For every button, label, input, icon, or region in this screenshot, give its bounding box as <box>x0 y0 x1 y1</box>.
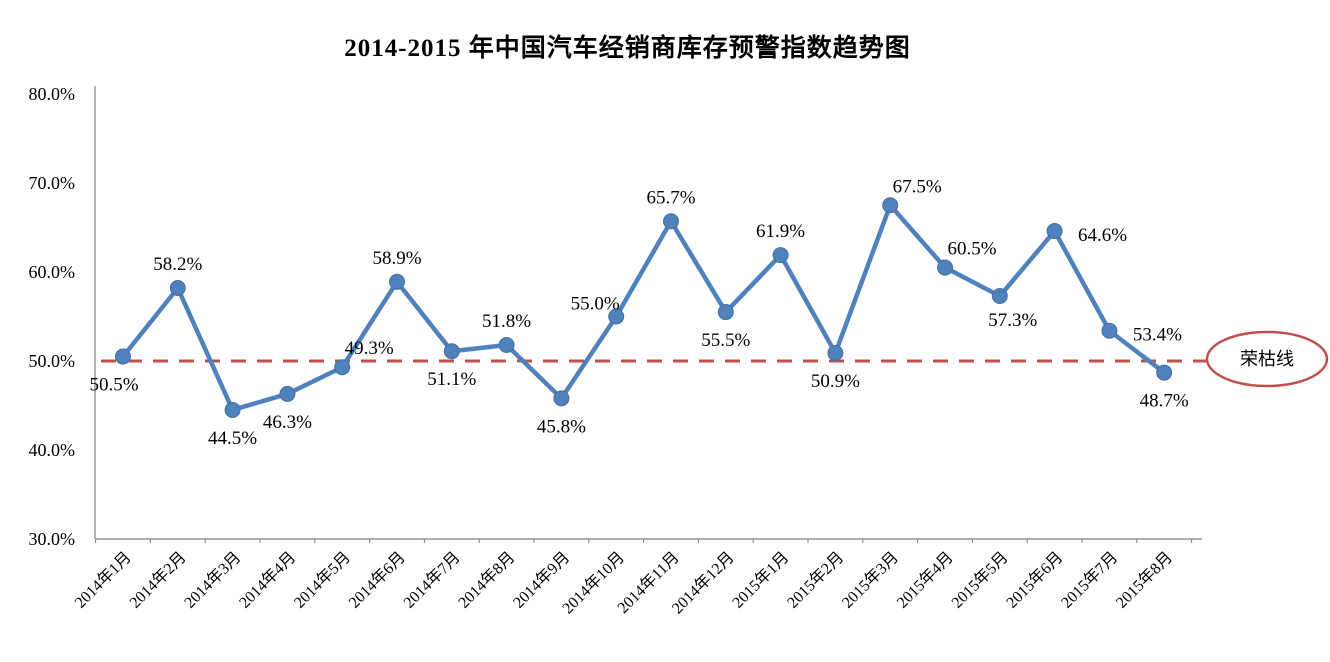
data-point-label: 58.2% <box>153 254 202 275</box>
data-point-marker <box>389 273 405 290</box>
x-tick-label: 2015年8月 <box>1112 548 1176 612</box>
chart-title: 2014-2015 年中国汽车经销商库存预警指数趋势图 <box>344 35 911 62</box>
data-point-marker <box>224 401 241 418</box>
data-point-marker <box>279 385 296 402</box>
data-point-marker <box>663 213 679 230</box>
x-tick-label: 2015年2月 <box>784 548 848 612</box>
data-point-label: 65.7% <box>646 187 695 208</box>
data-series-line <box>120 203 1167 413</box>
y-tick-label: 80.0% <box>29 84 76 104</box>
reference-line-label: 荣枯线 <box>1240 349 1294 369</box>
data-point-label: 55.5% <box>701 330 750 351</box>
data-point-marker <box>937 259 953 276</box>
y-tick-label: 50.0% <box>29 351 76 371</box>
data-point-marker <box>443 343 460 360</box>
data-point-marker <box>1156 364 1173 381</box>
x-tick-label: 2014年8月 <box>455 548 519 612</box>
x-tick-label: 2014年4月 <box>236 548 300 612</box>
data-point-label: 48.7% <box>1140 391 1189 412</box>
data-point-marker <box>1046 223 1063 240</box>
data-point-marker <box>882 197 899 214</box>
data-point-marker <box>334 359 351 376</box>
data-point-label: 57.3% <box>988 310 1037 331</box>
data-point-label: 50.9% <box>811 371 860 392</box>
data-point-marker <box>1101 322 1118 339</box>
data-point-marker <box>169 280 186 297</box>
x-tick-label: 2014年3月 <box>181 548 245 612</box>
data-point-label: 53.4% <box>1133 325 1182 346</box>
x-tick-label: 2014年2月 <box>126 548 190 612</box>
data-point-label: 46.3% <box>263 412 312 433</box>
data-point-marker <box>608 308 625 325</box>
data-point-label: 67.5% <box>893 176 942 197</box>
data-point-label: 58.9% <box>372 248 421 269</box>
reference-line-badge <box>1205 330 1329 388</box>
x-tick-label: 2015年4月 <box>893 548 957 612</box>
data-point-marker <box>772 247 789 264</box>
data-point-label: 44.5% <box>208 428 257 449</box>
data-point-marker <box>115 348 131 365</box>
x-tick-label: 2015年7月 <box>1058 548 1122 612</box>
data-point-label: 51.1% <box>427 369 476 390</box>
x-tick-label: 2015年1月 <box>729 548 793 612</box>
data-point-label: 64.6% <box>1078 225 1127 246</box>
data-point-label: 49.3% <box>345 338 394 359</box>
data-point-marker <box>498 336 515 353</box>
x-tick-label: 2014年5月 <box>290 548 354 612</box>
data-point-marker <box>827 344 844 361</box>
x-tick-label: 2014年1月 <box>71 548 135 612</box>
x-tick-label: 2014年7月 <box>400 548 464 612</box>
data-point-label: 50.5% <box>89 375 138 396</box>
data-point-marker <box>553 390 570 407</box>
x-tick-label: 2015年6月 <box>1003 548 1067 612</box>
data-point-label: 51.8% <box>482 311 531 332</box>
x-tick-label: 2015年3月 <box>838 548 902 612</box>
data-point-label: 61.9% <box>756 221 805 242</box>
data-point-label: 45.8% <box>537 416 586 437</box>
x-tick-label: 2015年5月 <box>948 548 1012 612</box>
y-tick-label: 60.0% <box>29 262 76 282</box>
data-point-marker <box>991 288 1008 305</box>
x-tick-label: 2014年6月 <box>345 548 409 612</box>
data-point-label: 60.5% <box>947 239 996 260</box>
y-tick-label: 40.0% <box>29 440 76 460</box>
data-point-marker <box>717 304 734 321</box>
data-point-label: 55.0% <box>571 294 620 315</box>
y-tick-label: 70.0% <box>29 173 76 193</box>
y-tick-label: 30.0% <box>29 529 76 549</box>
